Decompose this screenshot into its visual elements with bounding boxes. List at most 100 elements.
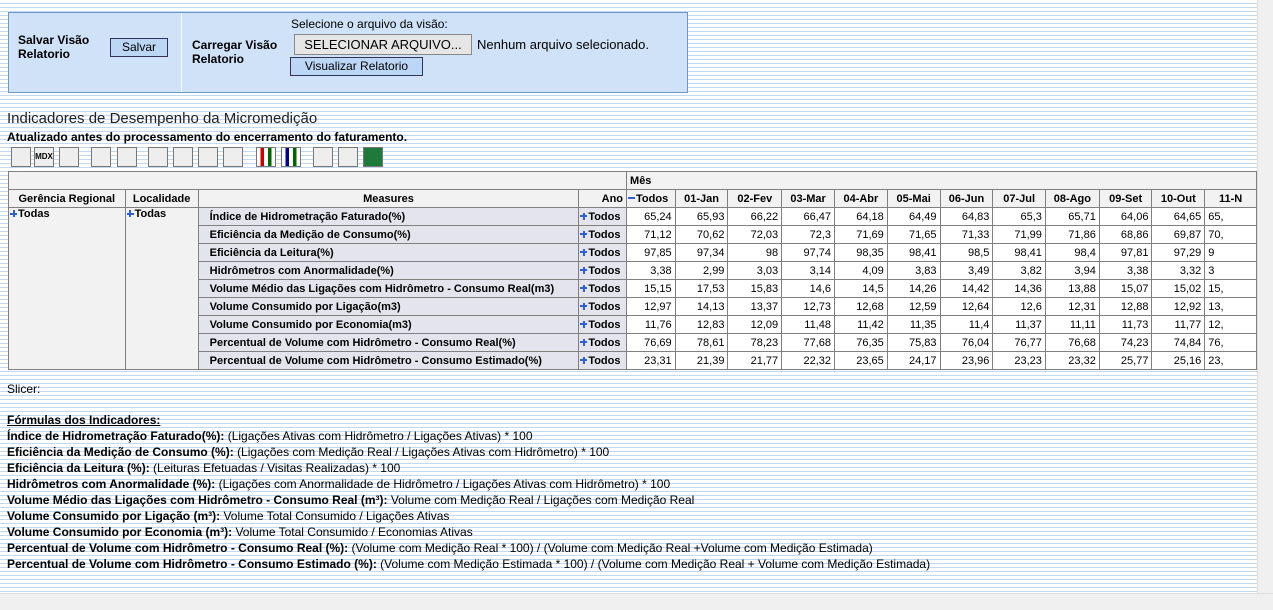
value-cell: 76,68 xyxy=(1044,333,1100,352)
report-title: Indicadores de Desempenho da Micromediçã… xyxy=(7,110,318,127)
tool-drill[interactable] xyxy=(198,147,218,167)
column-header: 05-Mai xyxy=(886,189,941,208)
plus-icon[interactable] xyxy=(580,356,588,364)
value-cell: 72,03 xyxy=(727,225,783,244)
plus-icon[interactable] xyxy=(580,212,588,220)
value-cell: 65,3 xyxy=(992,207,1046,226)
measure: Eficiência da Leitura(%) xyxy=(197,243,580,262)
formula-text: (Ligações Ativas com Hidrômetro / Ligaçõ… xyxy=(227,429,533,443)
value-cell: 3,03 xyxy=(727,261,783,280)
value-cell: 71,99 xyxy=(992,225,1046,244)
value-cell: 65,24 xyxy=(626,207,676,226)
plus-icon[interactable] xyxy=(580,248,588,256)
formula-text: (Ligações com Anormalidade de Hidrômetro… xyxy=(218,477,671,491)
value-cell: 98,35 xyxy=(834,243,888,262)
measure: Volume Consumido por Economia(m3) xyxy=(197,315,580,334)
year-cell: Todos xyxy=(578,261,628,280)
column-header: 11-N xyxy=(1204,189,1257,208)
plus-icon[interactable] xyxy=(10,210,17,217)
formula-name: Índice de Hidrometração Faturado(%): xyxy=(7,429,225,443)
value-cell: 68,86 xyxy=(1098,225,1153,244)
year: Todos xyxy=(588,354,621,367)
year: Todos xyxy=(588,210,621,223)
data-row: Volume Consumido por Economia(m3) Todos 11… xyxy=(9,315,1257,334)
value-cell: 77,68 xyxy=(781,333,835,352)
formula-text: Volume Total Consumido / Ligações Ativas xyxy=(223,509,450,523)
tool-sort[interactable] xyxy=(59,147,79,167)
formula-name: Volume Médio das Ligações com Hidrômetro… xyxy=(7,493,388,507)
formula-name: Percentual de Volume com Hidrômetro - Co… xyxy=(7,557,377,571)
header-row: Gerência Regional Localidade Measures Ano To… xyxy=(8,189,1257,208)
value-cell: 76,69 xyxy=(626,333,676,352)
value-cell: 3,83 xyxy=(886,261,941,280)
file-button[interactable]: SELECIONAR ARQUIVO... xyxy=(294,34,472,55)
plus-icon[interactable] xyxy=(580,302,588,310)
formula-text: (Ligações com Medição Real / Ligações At… xyxy=(237,445,610,459)
tool-table[interactable] xyxy=(91,147,111,167)
year-cell: Todos xyxy=(578,225,628,244)
plus-icon[interactable] xyxy=(580,266,588,274)
value-cell: 11,48 xyxy=(781,315,835,334)
tool-drillthrough[interactable] xyxy=(223,147,243,167)
file-status: Nenhum arquivo selecionado. xyxy=(477,37,649,52)
value-cell: 9 xyxy=(1204,243,1257,262)
column-header: 02-Fev xyxy=(727,189,783,208)
save-button[interactable]: Salvar xyxy=(110,38,168,57)
year: Todos xyxy=(588,318,621,331)
tool-print[interactable] xyxy=(313,147,333,167)
plus-icon[interactable] xyxy=(126,210,134,217)
horizontal-scrollbar[interactable] xyxy=(0,593,1273,610)
tool-chart[interactable] xyxy=(256,147,276,167)
formula-line: Eficiência da Leitura (%): (Leituras Efe… xyxy=(7,460,930,476)
tool-swap[interactable] xyxy=(117,147,137,167)
formula-text: (Volume com Medição Estimada * 100) / (V… xyxy=(380,557,931,571)
value-cell: 75,83 xyxy=(886,333,941,352)
plus-icon[interactable] xyxy=(580,284,588,292)
value-cell: 74,84 xyxy=(1151,333,1206,352)
value-cell: 15,07 xyxy=(1098,279,1153,298)
value-cell: 71,33 xyxy=(939,225,994,244)
pivot-table: Mês Gerência Regional Localidade Measures An… xyxy=(7,171,1257,370)
formula-line: Hidrômetros com Anormalidade (%): (Ligaç… xyxy=(7,476,930,492)
tool-chart-config[interactable] xyxy=(281,147,301,167)
vertical-scrollbar[interactable] xyxy=(1257,0,1273,593)
value-cell: 13, xyxy=(1204,297,1257,316)
plus-icon[interactable] xyxy=(580,320,588,328)
year-cell: Todos xyxy=(578,333,628,352)
column-header: Gerência Regional xyxy=(8,189,126,208)
minus-icon[interactable] xyxy=(628,194,636,202)
value-cell: 3 xyxy=(1204,261,1257,280)
formulas-heading: Fórmulas dos Indicadores: xyxy=(7,413,161,427)
value-cell: 97,34 xyxy=(674,243,729,262)
tool-cube[interactable] xyxy=(11,147,31,167)
formula-name: Volume Consumido por Ligação (m³): xyxy=(7,509,221,523)
view-form: Salvar Visão Relatorio Salvar Carregar V… xyxy=(8,12,688,93)
locality: Todas xyxy=(134,208,167,221)
tool-pdf[interactable] xyxy=(338,147,358,167)
value-cell: 14,6 xyxy=(781,279,835,298)
value-cell: 65, xyxy=(1204,207,1257,226)
value-cell: 69,87 xyxy=(1151,225,1206,244)
plus-icon[interactable] xyxy=(580,338,588,346)
plus-icon[interactable] xyxy=(580,230,588,238)
value-cell: 12,31 xyxy=(1044,297,1100,316)
tool-excel[interactable] xyxy=(363,147,383,167)
view-button[interactable]: Visualizar Relatorio xyxy=(290,57,423,76)
value-cell: 64,65 xyxy=(1151,207,1206,226)
year-cell: Todos xyxy=(578,243,628,262)
tool-mdx[interactable]: MDX xyxy=(34,147,54,167)
value-cell: 3,94 xyxy=(1044,261,1100,280)
value-cell: 11,73 xyxy=(1098,315,1153,334)
value-cell: 15,02 xyxy=(1151,279,1206,298)
column-header: 09-Set xyxy=(1098,189,1153,208)
month-row: Mês xyxy=(7,171,1257,190)
value-cell: 25,77 xyxy=(1098,351,1153,370)
tool-expand[interactable] xyxy=(173,147,193,167)
value-cell: 3,82 xyxy=(992,261,1046,280)
tool-collapse[interactable] xyxy=(148,147,168,167)
year: Todos xyxy=(588,246,621,259)
column-header: Measures xyxy=(197,189,580,208)
value-cell: 76,35 xyxy=(834,333,888,352)
value-cell: 11,4 xyxy=(939,315,994,334)
